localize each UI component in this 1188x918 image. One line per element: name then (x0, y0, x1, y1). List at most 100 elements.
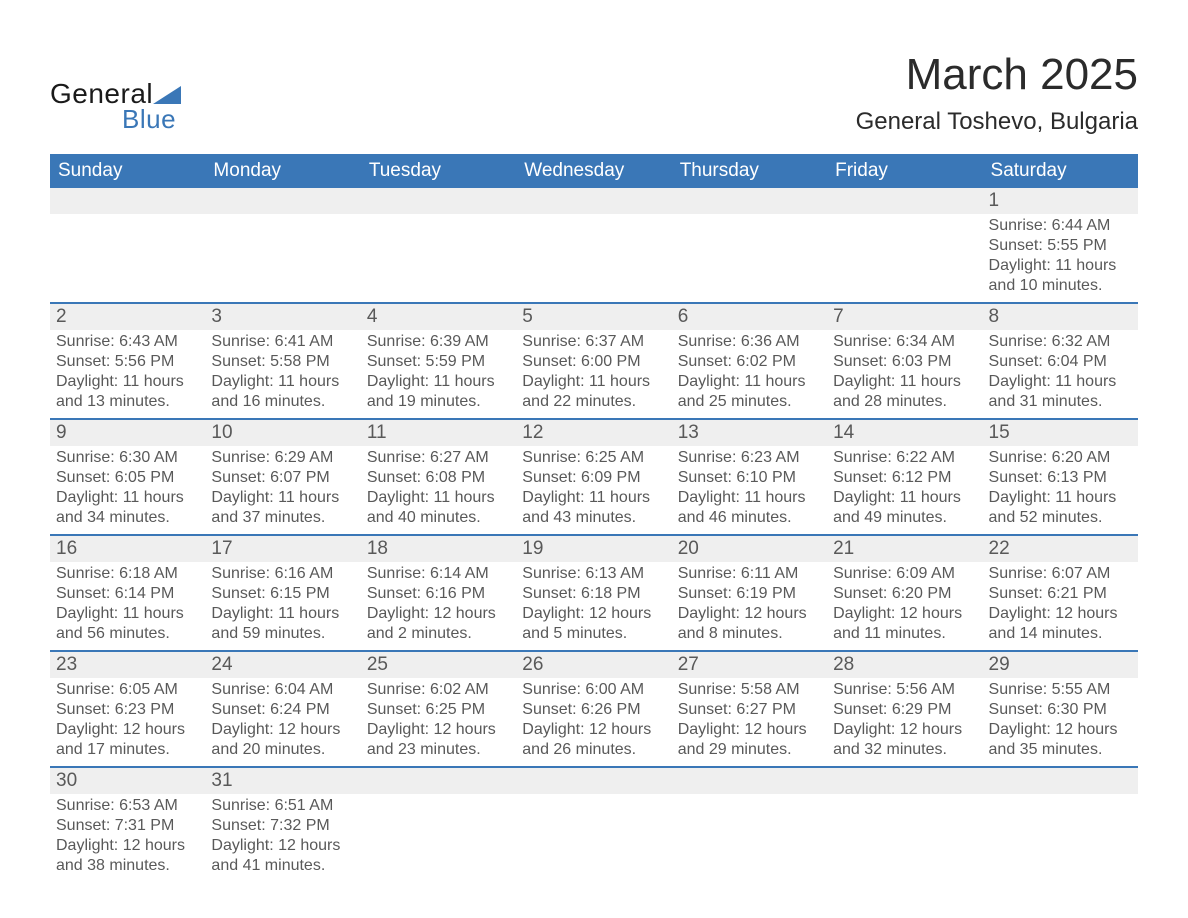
day-content: Sunrise: 6:34 AMSunset: 6:03 PMDaylight:… (827, 330, 982, 419)
day-number (672, 188, 827, 214)
day-content: Sunrise: 6:09 AMSunset: 6:20 PMDaylight:… (827, 562, 982, 651)
calendar-table: SundayMondayTuesdayWednesdayThursdayFrid… (50, 154, 1138, 882)
day-number: 12 (516, 419, 671, 446)
day-content: Sunrise: 6:11 AMSunset: 6:19 PMDaylight:… (672, 562, 827, 651)
day-number (983, 767, 1138, 794)
weekday-header: Sunday (50, 154, 205, 188)
day-content: Sunrise: 6:32 AMSunset: 6:04 PMDaylight:… (983, 330, 1138, 419)
day-content: Sunrise: 6:05 AMSunset: 6:23 PMDaylight:… (50, 678, 205, 767)
day-content: Sunrise: 6:39 AMSunset: 5:59 PMDaylight:… (361, 330, 516, 419)
daynum-row: 1 (50, 188, 1138, 214)
content-row: Sunrise: 6:05 AMSunset: 6:23 PMDaylight:… (50, 678, 1138, 767)
day-content: Sunrise: 6:36 AMSunset: 6:02 PMDaylight:… (672, 330, 827, 419)
day-content: Sunrise: 6:16 AMSunset: 6:15 PMDaylight:… (205, 562, 360, 651)
day-content: Sunrise: 6:43 AMSunset: 5:56 PMDaylight:… (50, 330, 205, 419)
day-content: Sunrise: 6:07 AMSunset: 6:21 PMDaylight:… (983, 562, 1138, 651)
day-content: Sunrise: 5:56 AMSunset: 6:29 PMDaylight:… (827, 678, 982, 767)
weekday-header: Tuesday (361, 154, 516, 188)
content-row: Sunrise: 6:30 AMSunset: 6:05 PMDaylight:… (50, 446, 1138, 535)
daynum-row: 9101112131415 (50, 419, 1138, 446)
day-number: 31 (205, 767, 360, 794)
weekday-row: SundayMondayTuesdayWednesdayThursdayFrid… (50, 154, 1138, 188)
weekday-header: Monday (205, 154, 360, 188)
day-content: Sunrise: 6:44 AMSunset: 5:55 PMDaylight:… (983, 214, 1138, 303)
day-content (516, 214, 671, 303)
day-number: 13 (672, 419, 827, 446)
day-content (672, 214, 827, 303)
day-content (50, 214, 205, 303)
day-number: 5 (516, 303, 671, 330)
day-number (516, 188, 671, 214)
weekday-header: Thursday (672, 154, 827, 188)
day-number: 22 (983, 535, 1138, 562)
day-number: 26 (516, 651, 671, 678)
day-content (205, 214, 360, 303)
calendar-body: 1Sunrise: 6:44 AMSunset: 5:55 PMDaylight… (50, 188, 1138, 882)
day-number: 27 (672, 651, 827, 678)
daynum-row: 16171819202122 (50, 535, 1138, 562)
logo-triangle-icon (153, 86, 181, 104)
day-number: 25 (361, 651, 516, 678)
day-content: Sunrise: 6:51 AMSunset: 7:32 PMDaylight:… (205, 794, 360, 882)
title-block: March 2025 General Toshevo, Bulgaria (856, 50, 1138, 136)
day-number (827, 767, 982, 794)
day-content: Sunrise: 6:22 AMSunset: 6:12 PMDaylight:… (827, 446, 982, 535)
day-number: 18 (361, 535, 516, 562)
day-number (50, 188, 205, 214)
day-number: 21 (827, 535, 982, 562)
day-content: Sunrise: 6:02 AMSunset: 6:25 PMDaylight:… (361, 678, 516, 767)
day-number: 14 (827, 419, 982, 446)
day-number: 10 (205, 419, 360, 446)
day-content (827, 214, 982, 303)
daynum-row: 23242526272829 (50, 651, 1138, 678)
day-content: Sunrise: 6:04 AMSunset: 6:24 PMDaylight:… (205, 678, 360, 767)
day-content: Sunrise: 6:37 AMSunset: 6:00 PMDaylight:… (516, 330, 671, 419)
day-number: 16 (50, 535, 205, 562)
day-content (827, 794, 982, 882)
logo-word2: Blue (122, 104, 181, 135)
day-number: 9 (50, 419, 205, 446)
day-number (361, 188, 516, 214)
daynum-row: 2345678 (50, 303, 1138, 330)
day-content: Sunrise: 6:00 AMSunset: 6:26 PMDaylight:… (516, 678, 671, 767)
content-row: Sunrise: 6:44 AMSunset: 5:55 PMDaylight:… (50, 214, 1138, 303)
weekday-header: Saturday (983, 154, 1138, 188)
day-number: 1 (983, 188, 1138, 214)
day-number (516, 767, 671, 794)
daynum-row: 3031 (50, 767, 1138, 794)
day-content (983, 794, 1138, 882)
day-number: 2 (50, 303, 205, 330)
day-number: 7 (827, 303, 982, 330)
location: General Toshevo, Bulgaria (856, 108, 1138, 136)
content-row: Sunrise: 6:43 AMSunset: 5:56 PMDaylight:… (50, 330, 1138, 419)
content-row: Sunrise: 6:18 AMSunset: 6:14 PMDaylight:… (50, 562, 1138, 651)
day-content: Sunrise: 6:25 AMSunset: 6:09 PMDaylight:… (516, 446, 671, 535)
day-number: 20 (672, 535, 827, 562)
day-number: 17 (205, 535, 360, 562)
day-number: 23 (50, 651, 205, 678)
day-number: 8 (983, 303, 1138, 330)
day-content (672, 794, 827, 882)
day-number: 19 (516, 535, 671, 562)
day-number: 4 (361, 303, 516, 330)
day-number (827, 188, 982, 214)
header: General Blue March 2025 General Toshevo,… (50, 50, 1138, 136)
day-content (516, 794, 671, 882)
day-number: 15 (983, 419, 1138, 446)
day-number: 11 (361, 419, 516, 446)
day-number (361, 767, 516, 794)
weekday-header: Friday (827, 154, 982, 188)
day-content (361, 214, 516, 303)
day-content: Sunrise: 6:29 AMSunset: 6:07 PMDaylight:… (205, 446, 360, 535)
day-number: 6 (672, 303, 827, 330)
content-row: Sunrise: 6:53 AMSunset: 7:31 PMDaylight:… (50, 794, 1138, 882)
logo: General Blue (50, 78, 181, 135)
day-content: Sunrise: 6:18 AMSunset: 6:14 PMDaylight:… (50, 562, 205, 651)
month-title: March 2025 (856, 50, 1138, 100)
day-content: Sunrise: 6:20 AMSunset: 6:13 PMDaylight:… (983, 446, 1138, 535)
day-content: Sunrise: 6:23 AMSunset: 6:10 PMDaylight:… (672, 446, 827, 535)
day-content (361, 794, 516, 882)
day-content: Sunrise: 6:41 AMSunset: 5:58 PMDaylight:… (205, 330, 360, 419)
day-number: 29 (983, 651, 1138, 678)
day-number: 24 (205, 651, 360, 678)
